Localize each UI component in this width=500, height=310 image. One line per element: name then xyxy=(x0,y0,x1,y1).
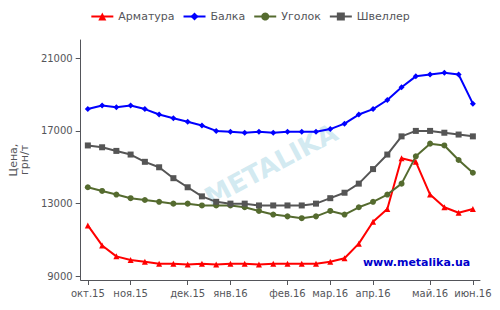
svg-text:21000: 21000 xyxy=(41,53,73,64)
svg-text:Цена,: Цена, xyxy=(7,143,20,177)
svg-text:www.metalika.ua: www.metalika.ua xyxy=(363,256,470,269)
svg-text:METALIKA: METALIKA xyxy=(199,117,343,213)
svg-text:янв.16: янв.16 xyxy=(213,288,247,299)
svg-text:фев.16: фев.16 xyxy=(269,288,306,299)
svg-text:грн/т: грн/т xyxy=(18,144,31,175)
svg-text:июн.16: июн.16 xyxy=(454,288,491,299)
svg-text:май.16: май.16 xyxy=(412,288,448,299)
svg-text:Уголок: Уголок xyxy=(281,10,321,23)
svg-text:Балка: Балка xyxy=(211,10,246,23)
svg-text:ноя.15: ноя.15 xyxy=(113,288,148,299)
svg-text:дек.15: дек.15 xyxy=(170,288,205,299)
svg-text:апр.16: апр.16 xyxy=(356,288,391,299)
svg-text:13000: 13000 xyxy=(41,198,73,209)
svg-text:окт.15: окт.15 xyxy=(71,288,105,299)
svg-text:мар.16: мар.16 xyxy=(312,288,348,299)
svg-text:Швеллер: Швеллер xyxy=(357,10,410,23)
svg-text:9000: 9000 xyxy=(47,271,72,282)
svg-text:Арматура: Арматура xyxy=(118,10,174,23)
svg-text:17000: 17000 xyxy=(41,125,73,136)
